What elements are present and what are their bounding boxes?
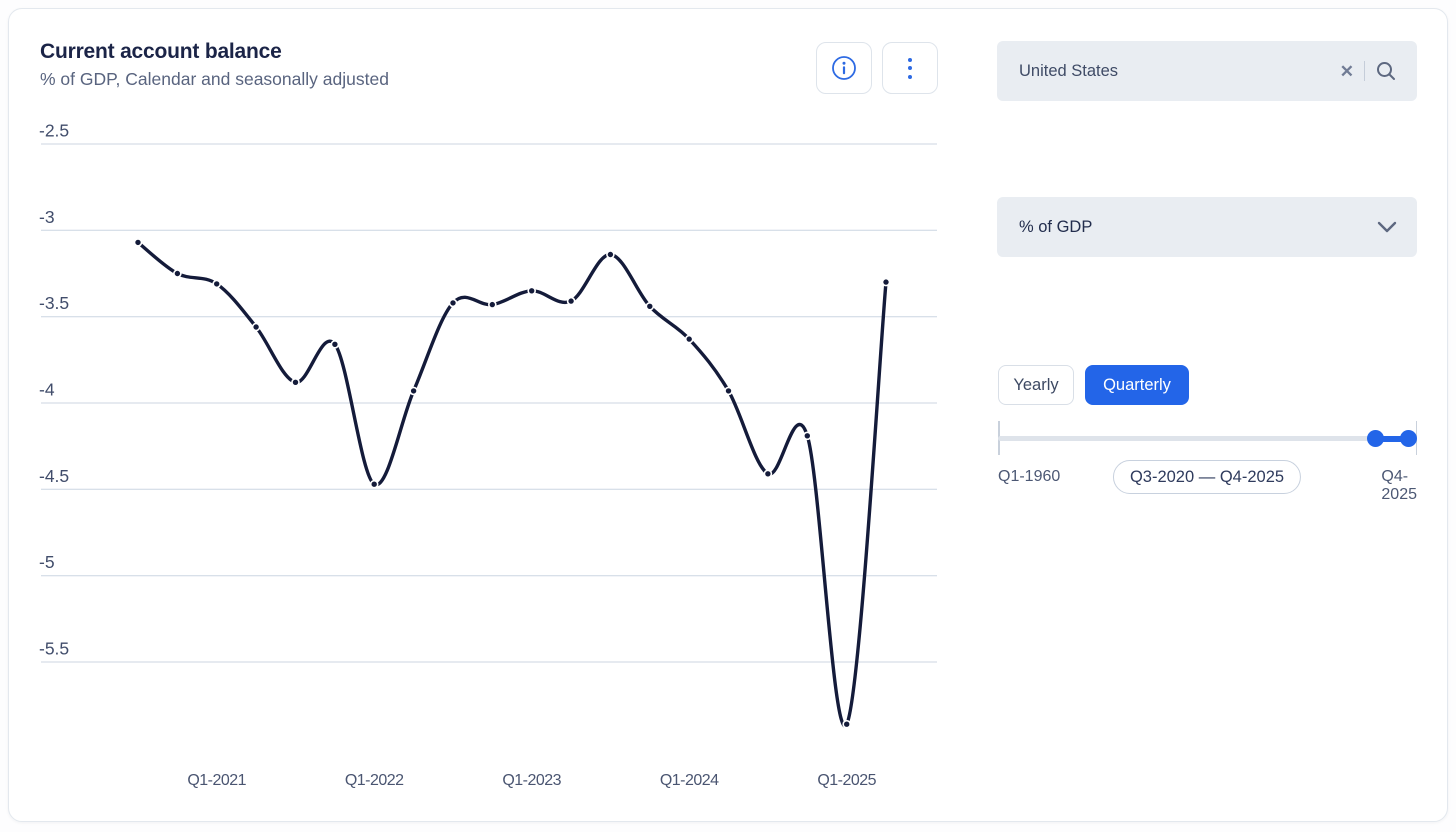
time-slider-track[interactable] — [998, 436, 1417, 441]
y-axis-label: -5.5 — [39, 639, 69, 659]
y-axis-label: -3.5 — [39, 293, 69, 313]
chart-dot[interactable] — [881, 277, 891, 287]
time-slider-selected-range — [1375, 435, 1408, 442]
y-axis-label: -2.5 — [39, 121, 69, 141]
y-axis-label: -4 — [39, 380, 55, 400]
time-slider-handle-end[interactable] — [1399, 430, 1417, 447]
chart-dot[interactable] — [212, 279, 221, 289]
slider-range-label: Q3-2020 — Q4-2025 — [1112, 460, 1302, 494]
time-slider-handle-start[interactable] — [1366, 430, 1384, 447]
chart-line — [136, 240, 888, 728]
chart-card: Current account balance % of GDP, Calend… — [8, 8, 1448, 822]
chart-dot[interactable] — [448, 298, 458, 308]
info-icon — [831, 55, 857, 81]
country-search-field[interactable]: United States ✕ — [997, 41, 1417, 101]
frequency-quarterly-button[interactable]: Quarterly — [1085, 365, 1189, 405]
y-axis-label: -4.5 — [39, 466, 69, 486]
chart-dot[interactable] — [251, 322, 261, 332]
chart-dot[interactable] — [763, 469, 773, 479]
chart-dot[interactable] — [802, 431, 812, 441]
page-title: Current account balance — [40, 40, 282, 63]
chart-dot[interactable] — [487, 300, 497, 309]
info-button[interactable] — [816, 42, 872, 94]
chart-dot[interactable] — [291, 377, 300, 387]
x-axis-label: Q1-2021 — [187, 772, 246, 789]
x-axis-label: Q1-2024 — [660, 772, 719, 789]
chart-dot[interactable] — [527, 286, 537, 296]
x-axis-label: Q1-2023 — [502, 772, 561, 789]
chart-dot[interactable] — [606, 250, 615, 259]
chevron-down-icon — [1377, 221, 1397, 233]
chart-dot[interactable] — [173, 269, 182, 278]
chart-dot[interactable] — [409, 386, 418, 396]
chart-dot[interactable] — [684, 334, 694, 344]
y-axis-label: -5 — [39, 552, 55, 572]
chart-dot[interactable] — [842, 719, 852, 729]
x-axis-label: Q1-2025 — [817, 772, 876, 789]
measure-dropdown-value: % of GDP — [1019, 217, 1093, 236]
country-search-value: United States — [1019, 61, 1119, 80]
measure-dropdown[interactable]: % of GDP — [997, 197, 1417, 257]
menu-button[interactable] — [882, 42, 938, 94]
chart-dot[interactable] — [566, 296, 576, 306]
divider — [1364, 61, 1365, 81]
chart-dot[interactable] — [724, 386, 733, 396]
chart-area: -2.5 -3 -3.5 -4 -4.5 -5 -5.5 Q1-2021 Q1-2022 Q1-2… — [39, 121, 937, 789]
chart-dot[interactable] — [645, 301, 655, 311]
slider-max-label: Q4-2025 — [1381, 468, 1417, 503]
page-subtitle: % of GDP, Calendar and seasonally adjust… — [40, 69, 389, 89]
frequency-yearly-button[interactable]: Yearly — [998, 365, 1074, 405]
y-axis-label: -3 — [39, 207, 55, 227]
x-axis-label: Q1-2022 — [345, 772, 404, 789]
chart-dot[interactable] — [330, 339, 340, 349]
kebab-menu-icon — [908, 57, 912, 79]
slider-min-label: Q1-1960 — [998, 468, 1061, 485]
clear-search-icon[interactable]: ✕ — [1339, 61, 1354, 81]
chart-dot[interactable] — [133, 238, 143, 247]
search-icon[interactable] — [1375, 60, 1397, 82]
chart-dot[interactable] — [369, 479, 379, 489]
